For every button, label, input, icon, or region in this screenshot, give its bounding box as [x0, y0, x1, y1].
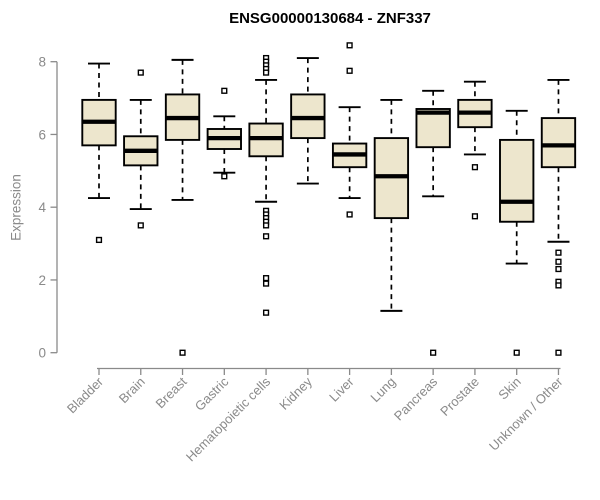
x-tick-label: Lung	[367, 374, 398, 405]
x-tick-label: Bladder	[64, 374, 107, 417]
outlier-point	[555, 282, 562, 289]
outlier-point	[471, 213, 479, 220]
y-tick-label: 0	[38, 346, 46, 361]
outlier-point	[262, 280, 270, 287]
y-tick-label: 6	[38, 127, 46, 142]
outlier-point	[555, 258, 562, 265]
iqr-box	[540, 117, 577, 169]
outlier-point	[555, 349, 562, 356]
iqr-box	[499, 138, 535, 223]
boxplot-group-skin	[499, 109, 535, 356]
boxplot-group-gastric	[206, 87, 242, 180]
outlier-point	[221, 87, 228, 94]
outlier-point	[430, 349, 437, 356]
boxplot-group-unknown-other	[540, 78, 577, 356]
outlier-point	[179, 349, 186, 356]
boxplot-group-kidney	[290, 57, 326, 185]
boxplot-group-pancreas	[415, 89, 451, 356]
x-tick-label: Skin	[495, 374, 523, 402]
x-tick-label: Breast	[152, 374, 189, 411]
outlier-point	[262, 69, 270, 76]
outlier-point	[262, 222, 270, 229]
outlier-point	[346, 211, 353, 218]
outlier-point	[95, 236, 103, 244]
outlier-point	[221, 173, 228, 180]
x-tick-label: Unknown / Other	[486, 374, 566, 454]
outlier-point	[346, 42, 353, 49]
y-tick-label: 2	[38, 273, 46, 288]
outlier-point	[471, 164, 479, 171]
outlier-point	[262, 275, 270, 282]
x-tick-label: Gastric	[192, 374, 232, 414]
boxplot-group-breast	[164, 58, 201, 356]
outlier-point	[555, 265, 562, 273]
outlier-point	[346, 67, 353, 74]
x-tick-label: Prostate	[437, 374, 482, 419]
outlier-point	[555, 249, 562, 256]
chart-title: ENSG00000130684 - ZNF337	[229, 10, 431, 27]
x-tick-label: Kidney	[276, 374, 315, 413]
outlier-point	[137, 222, 144, 229]
outlier-point	[513, 349, 520, 356]
boxplot-group-brain	[123, 69, 159, 229]
x-tick-label: Pancreas	[391, 374, 441, 424]
y-axis: 0 2 4 6 8	[38, 55, 58, 361]
boxplot-group-lung	[373, 98, 410, 312]
boxplot-group-prostate	[457, 80, 493, 220]
x-tick-label: Brain	[116, 374, 148, 406]
outlier-point	[262, 309, 270, 316]
boxplot-group-hematopoietic-cells	[248, 54, 284, 316]
x-tick-label: Liver	[326, 374, 357, 405]
y-tick-label: 8	[38, 55, 46, 70]
y-tick-label: 4	[38, 200, 46, 215]
iqr-box	[415, 108, 451, 149]
outlier-point	[262, 233, 270, 240]
outlier-point	[137, 69, 144, 76]
boxplot-group-bladder	[81, 62, 117, 244]
boxplot-group-liver	[331, 42, 368, 218]
